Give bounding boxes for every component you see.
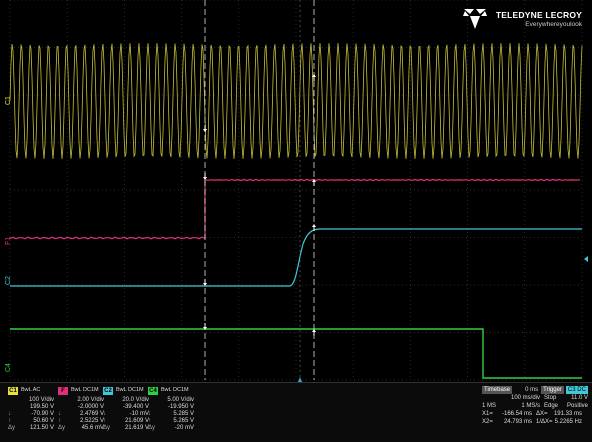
row-label: ↑ bbox=[103, 418, 106, 425]
cursor-marker-arrow bbox=[312, 74, 316, 77]
volts-per-div: 100 V/div bbox=[28, 397, 54, 403]
channel-coupling: BwL AC bbox=[21, 387, 41, 394]
row-label: Δy bbox=[103, 425, 111, 432]
row-label bbox=[103, 404, 111, 411]
row-label: Δy bbox=[8, 425, 16, 432]
channel-box-c4[interactable]: C4 BwL DC1M 5.00 V/div -19.950 V ↓ 5.285 V… bbox=[148, 387, 194, 439]
row-label bbox=[8, 404, 16, 411]
cursor-marker-arrow bbox=[203, 327, 207, 330]
trace-tag-c2: C2 bbox=[5, 276, 12, 285]
trace-tag-c1: C1 bbox=[5, 96, 12, 105]
row-label bbox=[148, 397, 156, 404]
graticule bbox=[9, 0, 588, 382]
trigger-type: Edge bbox=[544, 403, 559, 409]
row-label: ↓ bbox=[103, 411, 106, 418]
trigger-level-marker bbox=[584, 256, 588, 262]
cursor-y2-value: 21.609 V bbox=[124, 418, 149, 425]
waveform-display[interactable]: TELEDYNE LECROY Everywhereyoulook C1 F1 … bbox=[0, 0, 592, 382]
row-label: ↓ bbox=[8, 411, 11, 418]
timebase-label[interactable]: Timebase bbox=[482, 385, 513, 394]
row-label bbox=[103, 397, 111, 404]
timebase-offset: 0 ms bbox=[525, 386, 539, 393]
volts-per-div: 2.00 V/div bbox=[77, 397, 104, 403]
dx-value: 191.33 ms bbox=[553, 411, 582, 417]
brand-tagline: Everywhereyoulook bbox=[525, 21, 582, 28]
trigger-slope: Positive bbox=[566, 403, 588, 409]
cursor-marker-arrow bbox=[312, 179, 316, 182]
cursor-y1-value: 2.4769 V bbox=[79, 411, 104, 418]
row-label: ↑ bbox=[8, 418, 11, 425]
cursor-marker-arrow bbox=[312, 329, 316, 332]
cursor-y2-value: 2.5225 V bbox=[79, 418, 104, 425]
acq-mode: Stop bbox=[544, 395, 557, 401]
channel-coupling: BwL DC1M bbox=[161, 387, 189, 394]
dx-label: ΔX= bbox=[536, 411, 548, 417]
row-label bbox=[58, 397, 66, 404]
inv-dx-value: 5.2265 Hz bbox=[554, 419, 582, 425]
delta-y-value: 45.6 mV bbox=[81, 425, 104, 432]
sample-rate: 1 MS/s bbox=[521, 403, 540, 409]
brand-name: TELEDYNE LECROY bbox=[495, 10, 582, 20]
cursor-marker-arrow bbox=[203, 283, 207, 286]
volts-per-div: 20.0 V/div bbox=[122, 397, 149, 403]
x2-value: 24.793 ms bbox=[503, 419, 532, 425]
channel-badge: C4 bbox=[148, 387, 158, 395]
cursor-y2-value: 50.60 V bbox=[33, 418, 54, 425]
delta-y-value: -20 mV bbox=[174, 425, 194, 432]
channel-badge: C2 bbox=[103, 387, 113, 395]
offset-value: -19.950 V bbox=[167, 404, 194, 411]
channel-badge: C1 bbox=[8, 387, 18, 395]
trigger-label[interactable]: Trigger bbox=[541, 385, 564, 394]
offset-value: -2.0000 V bbox=[77, 404, 104, 411]
channel-coupling: BwL DC1M bbox=[71, 387, 99, 394]
channel-box-f[interactable]: F BwL DC1M 2.00 V/div -2.0000 V ↓ 2.4769 V… bbox=[58, 387, 104, 439]
row-label: ↑ bbox=[148, 418, 151, 425]
x1-label: X1= bbox=[482, 411, 493, 417]
row-label bbox=[148, 404, 156, 411]
row-label: ↓ bbox=[58, 411, 61, 418]
channel-coupling: BwL DC1M bbox=[116, 387, 144, 394]
cursor-marker-arrow bbox=[312, 224, 316, 227]
timebase-trigger-panel[interactable]: Timebase 0 ms Trigger C3 DC 100 ms/div S… bbox=[482, 385, 590, 439]
sample-count: 1 MS bbox=[482, 403, 497, 409]
channel-box-c1[interactable]: C1 BwL AC 100 V/div 199.50 V ↓ -70.90 V ↑ 5… bbox=[8, 387, 54, 439]
row-label bbox=[58, 404, 66, 411]
cursor-y1-value: -70.90 V bbox=[31, 411, 54, 418]
x1-value: -166.54 ms bbox=[501, 411, 532, 417]
trigger-position-marker bbox=[298, 377, 302, 382]
cursor-marker-arrow bbox=[203, 177, 207, 180]
offset-value: -39.400 V bbox=[122, 404, 149, 411]
cursor-marker-arrow bbox=[203, 129, 207, 132]
brand-logo: TELEDYNE LECROY Everywhereyoulook bbox=[462, 8, 582, 34]
inv-dx-label: 1/ΔX= bbox=[536, 419, 553, 425]
channel-box-c2[interactable]: C2 BwL DC1M 20.0 V/div -39.400 V ↓ -10 mV … bbox=[103, 387, 149, 439]
lecroy-icon bbox=[463, 9, 487, 29]
offset-value: 199.50 V bbox=[29, 404, 54, 411]
row-label: Δy bbox=[58, 425, 66, 432]
cursor-y2-value: 5.265 V bbox=[173, 418, 194, 425]
trace-f1 bbox=[9, 178, 581, 240]
row-label: Δy bbox=[148, 425, 156, 432]
volts-per-div: 5.00 V/div bbox=[167, 397, 194, 403]
row-label: ↑ bbox=[58, 418, 61, 425]
trace-tag-c4: C4 bbox=[5, 363, 12, 372]
row-label: ↓ bbox=[148, 411, 151, 418]
trace-c4 bbox=[10, 328, 582, 379]
trigger-source: C3 DC bbox=[565, 385, 588, 394]
x2-label: X2= bbox=[482, 419, 493, 425]
trigger-level: 11.0 V bbox=[571, 395, 588, 401]
measurement-panel: C1 BwL AC 100 V/div 199.50 V ↓ -70.90 V ↑ 5… bbox=[0, 382, 592, 442]
trace-tag-f: F1 bbox=[5, 236, 12, 245]
trace-c1 bbox=[9, 43, 583, 159]
channel-badge: F bbox=[58, 387, 68, 395]
cursor-y1-value: -10 mV bbox=[129, 411, 149, 418]
delta-y-value: 21.619 V bbox=[124, 425, 149, 432]
time-per-div: 100 ms/div bbox=[510, 395, 540, 401]
cursor-y1-value: 5.285 V bbox=[173, 411, 194, 418]
delta-y-value: 121.50 V bbox=[29, 425, 54, 432]
trace-c2 bbox=[10, 228, 582, 287]
row-label bbox=[8, 397, 16, 404]
